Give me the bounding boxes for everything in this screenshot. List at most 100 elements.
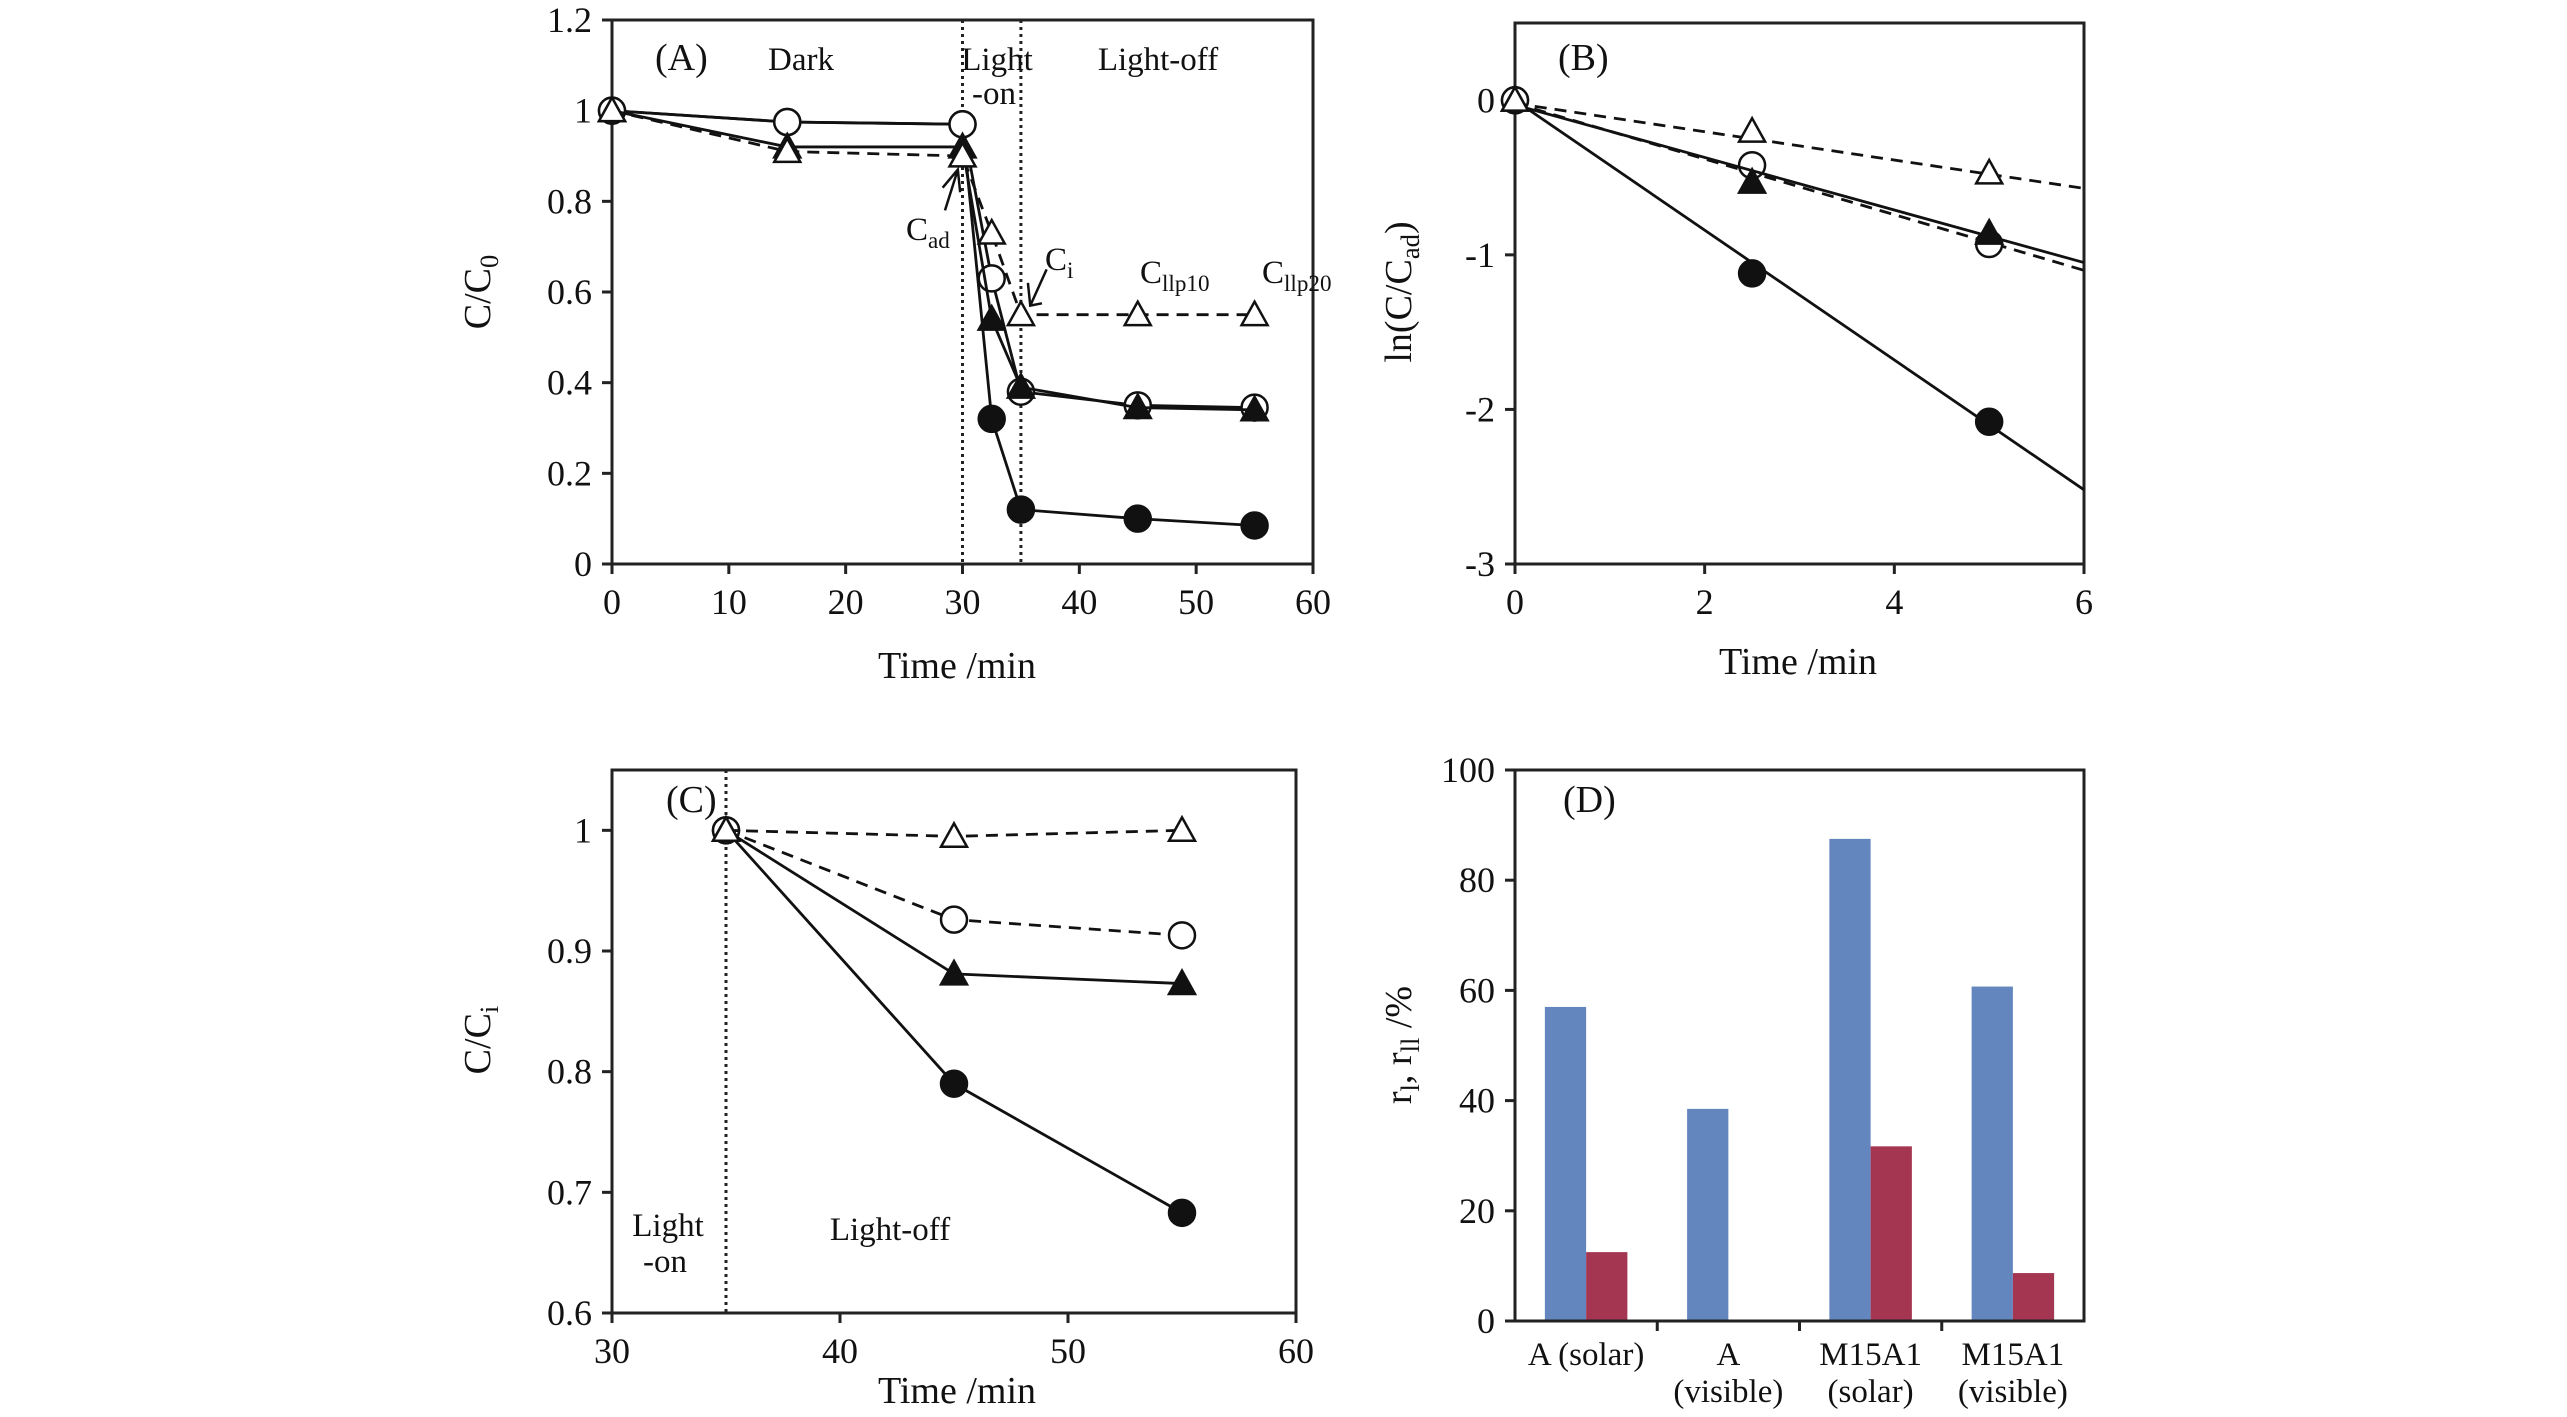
filled-triangle-marker bbox=[1166, 968, 1198, 996]
open-triangle-marker bbox=[1736, 115, 1768, 143]
x-axis-title: Time /min bbox=[1719, 641, 1877, 683]
open-triangle-marker bbox=[596, 95, 628, 123]
filled-circle-marker bbox=[1974, 407, 2004, 437]
y-tick-label: -3 bbox=[1465, 544, 1495, 584]
annotation: Ci bbox=[1045, 242, 1073, 283]
annotation: Light bbox=[961, 42, 1033, 78]
plot-frame bbox=[1513, 21, 2086, 566]
annotation: Light-off bbox=[1098, 42, 1218, 78]
plot-frame bbox=[1513, 768, 2086, 1323]
annotation: Cllp10 bbox=[1140, 255, 1210, 296]
filled-triangle-marker bbox=[1736, 166, 1768, 194]
category-label: (visible) bbox=[1673, 1374, 1783, 1410]
y-tick-label: 80 bbox=[1459, 860, 1495, 900]
x-tick-label: 0 bbox=[603, 582, 621, 622]
y-axis-title: C/Ci bbox=[457, 1006, 504, 1075]
x-tick-label: 10 bbox=[711, 582, 747, 622]
x-tick-label: 40 bbox=[1061, 582, 1097, 622]
series-open-triangle bbox=[1499, 84, 2085, 190]
category-label: (solar) bbox=[1828, 1374, 1914, 1410]
open-triangle-marker bbox=[710, 814, 742, 842]
category-label: A bbox=[1716, 1337, 1740, 1373]
open-triangle-marker bbox=[1974, 157, 2005, 185]
open-triangle-marker bbox=[1166, 814, 1198, 842]
y-tick-label: 40 bbox=[1459, 1081, 1495, 1121]
filled-circle-marker bbox=[977, 404, 1006, 434]
y-axis-title: C/C0 bbox=[457, 255, 504, 330]
filled-triangle-marker bbox=[1005, 371, 1037, 399]
arrow-icon bbox=[1026, 268, 1048, 308]
series-filled-circle bbox=[711, 816, 1197, 1228]
filled-circle-marker bbox=[1240, 511, 1269, 540]
filled-circle-marker bbox=[939, 1069, 969, 1098]
x-tick-label: 20 bbox=[828, 582, 864, 622]
y-axis-title: ln(C/Cad) bbox=[1378, 221, 1425, 362]
series-open-triangle bbox=[596, 95, 1270, 327]
annotation: Dark bbox=[768, 42, 834, 78]
annotation: Cllp20 bbox=[1262, 255, 1332, 296]
x-axis-title: Time /min bbox=[878, 1370, 1036, 1412]
x-tick-label: 60 bbox=[1278, 1331, 1314, 1371]
panel-C: 0.6 0.7 0.8 0.9 1 30 40 50 60 Time /min C/Ci (C) Lig… bbox=[457, 768, 1314, 1412]
panel-label: (D) bbox=[1563, 779, 1616, 821]
open-circle-marker bbox=[1167, 921, 1197, 950]
y-tick-label: 100 bbox=[1441, 750, 1495, 790]
y-tick-label: 1 bbox=[574, 810, 592, 850]
open-triangle-marker bbox=[947, 140, 978, 168]
annotation: -on bbox=[643, 1244, 687, 1280]
annotation: Cad bbox=[906, 212, 950, 253]
x-tick-label: 40 bbox=[822, 1331, 858, 1371]
filled-circle-marker bbox=[1006, 495, 1036, 524]
category-label: (visible) bbox=[1958, 1374, 2068, 1410]
series-filled-circle bbox=[597, 96, 1269, 540]
bar-r_l bbox=[1544, 1006, 1587, 1321]
x-tick-label: 50 bbox=[1178, 582, 1214, 622]
y-tick-label: 20 bbox=[1459, 1191, 1495, 1231]
bar-r_ll bbox=[2012, 1273, 2055, 1321]
open-circle-marker bbox=[939, 905, 969, 934]
series-line bbox=[611, 109, 1255, 527]
annotation: Light bbox=[632, 1208, 704, 1244]
y-tick-label: 1 bbox=[574, 91, 592, 131]
filled-triangle-marker bbox=[1122, 392, 1153, 420]
y-tick-label: -2 bbox=[1465, 389, 1495, 429]
panel-label: (B) bbox=[1558, 37, 1609, 79]
bar-r_ll bbox=[1870, 1146, 1912, 1321]
x-tick-label: 30 bbox=[945, 582, 981, 622]
bar-r_l bbox=[1687, 1108, 1729, 1321]
filled-triangle-marker bbox=[976, 303, 1007, 331]
panel-A: 0 0.2 0.4 0.6 0.8 1 1.2 0 10 20 30 40 50 60 Time /min C… bbox=[457, 0, 1332, 687]
x-tick-label: 6 bbox=[2075, 582, 2093, 622]
x-tick-label: 50 bbox=[1050, 1331, 1086, 1371]
x-tick-label: 0 bbox=[1506, 582, 1524, 622]
filled-triangle-marker bbox=[938, 958, 970, 986]
open-triangle-marker bbox=[772, 135, 803, 164]
x-tick-label: 4 bbox=[1885, 582, 1903, 622]
x-axis-title: Time /min bbox=[878, 645, 1036, 687]
y-tick-label: 0 bbox=[574, 544, 592, 584]
bar-r_l bbox=[1829, 838, 1871, 1321]
open-triangle-marker bbox=[1005, 299, 1037, 327]
plot-frame bbox=[610, 768, 1298, 1315]
filled-circle-marker bbox=[1737, 259, 1767, 288]
category-label: M15A1 bbox=[1962, 1337, 2065, 1373]
bar-r_l bbox=[1971, 986, 2013, 1321]
open-triangle-marker bbox=[938, 820, 970, 849]
filled-triangle-marker bbox=[1239, 394, 1270, 422]
annotation: -on bbox=[972, 76, 1016, 112]
arrow-icon bbox=[941, 166, 962, 211]
y-tick-label: 0.7 bbox=[547, 1172, 592, 1212]
y-tick-label: 0.6 bbox=[547, 272, 592, 312]
open-circle-marker bbox=[773, 107, 802, 137]
filled-circle-marker bbox=[1167, 1198, 1197, 1228]
category-label: A (solar) bbox=[1528, 1337, 1644, 1373]
panel-B: -3 -2 -1 0 0 2 4 6 Time /min ln(C/Cad) (B) bbox=[1378, 21, 2093, 683]
panel-label: (A) bbox=[655, 37, 708, 79]
y-tick-label: 1.2 bbox=[547, 0, 592, 40]
bar-r_ll bbox=[1586, 1252, 1628, 1321]
y-tick-label: 0.6 bbox=[547, 1293, 592, 1333]
x-tick-label: 30 bbox=[594, 1331, 630, 1371]
y-tick-label: 60 bbox=[1459, 970, 1495, 1010]
y-tick-label: 0.8 bbox=[547, 1052, 592, 1092]
